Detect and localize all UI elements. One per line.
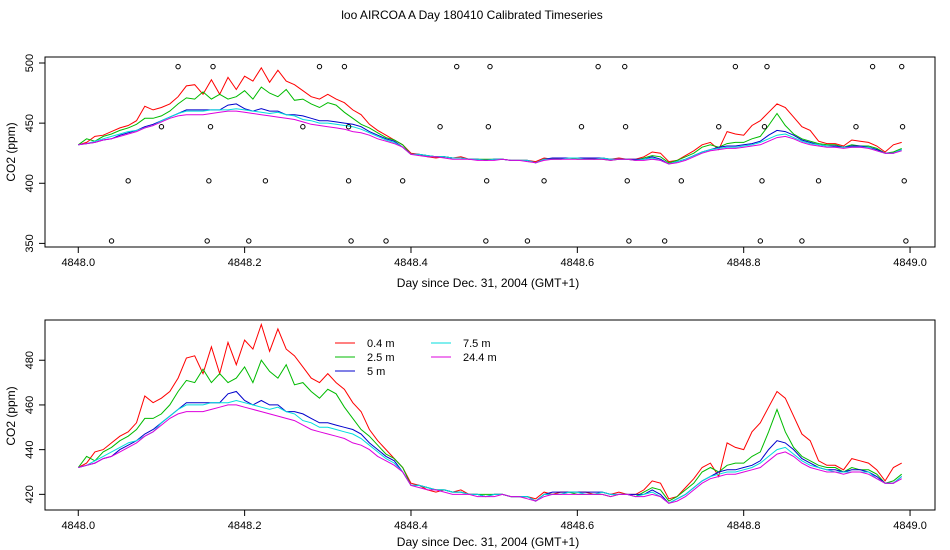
flag-point-marker xyxy=(541,178,547,184)
bottom-x-tick-label: 4848.6 xyxy=(561,520,595,532)
bottom-y-tick-label: 420 xyxy=(24,485,36,503)
top-x-tick-label: 4849.0 xyxy=(893,257,927,269)
flag-point-marker xyxy=(485,124,492,130)
flag-point-marker xyxy=(732,63,739,70)
flag-point-marker xyxy=(399,178,406,184)
flag-point-marker xyxy=(761,124,768,130)
bottom-y-axis: 420 440 460 480 xyxy=(24,351,46,504)
top-series-line-24-4-m xyxy=(78,110,902,165)
top-x-tick-label: 4848.0 xyxy=(61,257,95,269)
bottom-series-line-7-5-m xyxy=(78,399,903,504)
flag-point-marker xyxy=(207,124,214,130)
flag-point-marker xyxy=(624,178,630,184)
top-series-line-5-m xyxy=(78,103,902,165)
flag-point-marker xyxy=(799,238,805,244)
top-y-tick-label: 350 xyxy=(24,234,36,252)
bottom-y-tick-label: 440 xyxy=(24,440,36,458)
top-series-line-7-5-m xyxy=(78,108,902,165)
top-x-tick-label: 4848.4 xyxy=(394,257,428,269)
bottom-x-tick-label: 4848.4 xyxy=(394,520,428,532)
flag-point-marker xyxy=(678,178,685,184)
legend-label: 0.4 m xyxy=(367,338,395,350)
bottom-y-tick-label: 460 xyxy=(24,396,36,414)
flag-point-marker xyxy=(383,238,389,244)
flag-point-marker xyxy=(341,63,348,70)
flag-point-marker xyxy=(483,178,490,184)
top-y-tick-label: 450 xyxy=(24,114,36,132)
top-x-tick-label: 4848.6 xyxy=(561,257,595,269)
flag-point-marker xyxy=(125,178,131,184)
bottom-y-tick-label: 480 xyxy=(24,351,36,369)
flag-point-marker xyxy=(524,238,531,244)
flag-point-marker xyxy=(759,178,765,184)
flag-point-marker xyxy=(158,124,165,130)
bottom-x-tick-label: 4849.0 xyxy=(893,520,927,532)
bottom-y-axis-label: CO2 (ppm) xyxy=(4,386,18,445)
bottom-x-axis-label: Day since Dec. 31, 2004 (GMT+1) xyxy=(397,535,579,549)
flag-point-marker xyxy=(108,238,115,244)
flag-point-marker xyxy=(901,178,907,184)
bottom-x-tick-label: 4848.2 xyxy=(228,520,262,532)
top-x-axis-label: Day since Dec. 31, 2004 (GMT+1) xyxy=(397,276,579,290)
bottom-x-tick-label: 4848.0 xyxy=(61,520,95,532)
bottom-series-line-5-m xyxy=(78,390,903,504)
legend: 0.4 m 2.5 m 5 m 7.5 m 24.4 m xyxy=(335,338,497,378)
flag-point-marker xyxy=(316,63,323,70)
legend-label: 5 m xyxy=(367,366,385,378)
flag-point-marker xyxy=(578,124,585,130)
flag-point-marker xyxy=(348,238,354,244)
top-series-group xyxy=(78,66,902,165)
bottom-x-axis: 4848.0 4848.2 4848.4 4848.6 4848.8 4849.0 xyxy=(61,509,927,532)
flag-point-marker xyxy=(246,238,252,244)
figure-title: loo AIRCOA A Day 180410 Calibrated Times… xyxy=(341,8,602,22)
flag-point-marker xyxy=(764,63,770,70)
flag-point-marker xyxy=(757,238,764,244)
flag-point-marker xyxy=(869,63,876,70)
top-series-line-2-5-m xyxy=(78,86,902,164)
legend-label: 24.4 m xyxy=(463,352,497,364)
bottom-series-line-2-5-m xyxy=(77,359,903,502)
top-y-tick-label: 400 xyxy=(24,174,36,192)
flag-point-marker xyxy=(437,124,443,130)
flag-point-marker xyxy=(175,63,181,70)
flag-point-marker xyxy=(622,124,629,130)
flag-point-marker xyxy=(300,124,306,130)
bottom-series-group xyxy=(77,322,903,504)
top-y-tick-label: 500 xyxy=(24,54,36,72)
flag-point-marker xyxy=(345,178,352,184)
legend-label: 2.5 m xyxy=(367,352,395,364)
flag-point-marker xyxy=(487,63,493,70)
top-flag-points xyxy=(108,63,909,244)
flag-point-marker xyxy=(595,63,601,70)
bottom-series-line-24-4-m xyxy=(78,404,902,504)
flag-point-marker xyxy=(622,63,628,70)
top-chart-panel: 4848.0 4848.2 4848.4 4848.6 4848.8 4849.0 350… xyxy=(4,54,936,290)
flag-point-marker xyxy=(815,178,822,184)
top-y-axis: 350 400 450 500 xyxy=(24,54,46,253)
flag-point-marker xyxy=(903,238,909,244)
flag-point-marker xyxy=(626,238,632,244)
flag-point-marker xyxy=(206,178,212,184)
flag-point-marker xyxy=(345,124,352,130)
top-x-tick-label: 4848.8 xyxy=(727,257,761,269)
bottom-x-tick-label: 4848.8 xyxy=(727,520,761,532)
flag-point-marker xyxy=(483,238,489,244)
flag-point-marker xyxy=(716,124,722,130)
legend-label: 7.5 m xyxy=(463,338,491,350)
flag-point-marker xyxy=(853,124,859,130)
top-x-axis: 4848.0 4848.2 4848.4 4848.6 4848.8 4849.0 xyxy=(61,246,927,269)
flag-point-marker xyxy=(204,238,210,244)
top-x-tick-label: 4848.2 xyxy=(228,257,262,269)
top-y-axis-label: CO2 (ppm) xyxy=(4,122,18,181)
top-plot-frame xyxy=(44,56,936,248)
bottom-chart-panel: 4848.0 4848.2 4848.4 4848.6 4848.8 4849.0 420… xyxy=(4,319,936,549)
flag-point-marker xyxy=(899,63,905,70)
flag-point-marker xyxy=(262,178,269,184)
flag-point-marker xyxy=(661,238,668,244)
flag-point-marker xyxy=(454,63,460,70)
flag-point-marker xyxy=(899,124,906,130)
flag-point-marker xyxy=(210,63,216,70)
